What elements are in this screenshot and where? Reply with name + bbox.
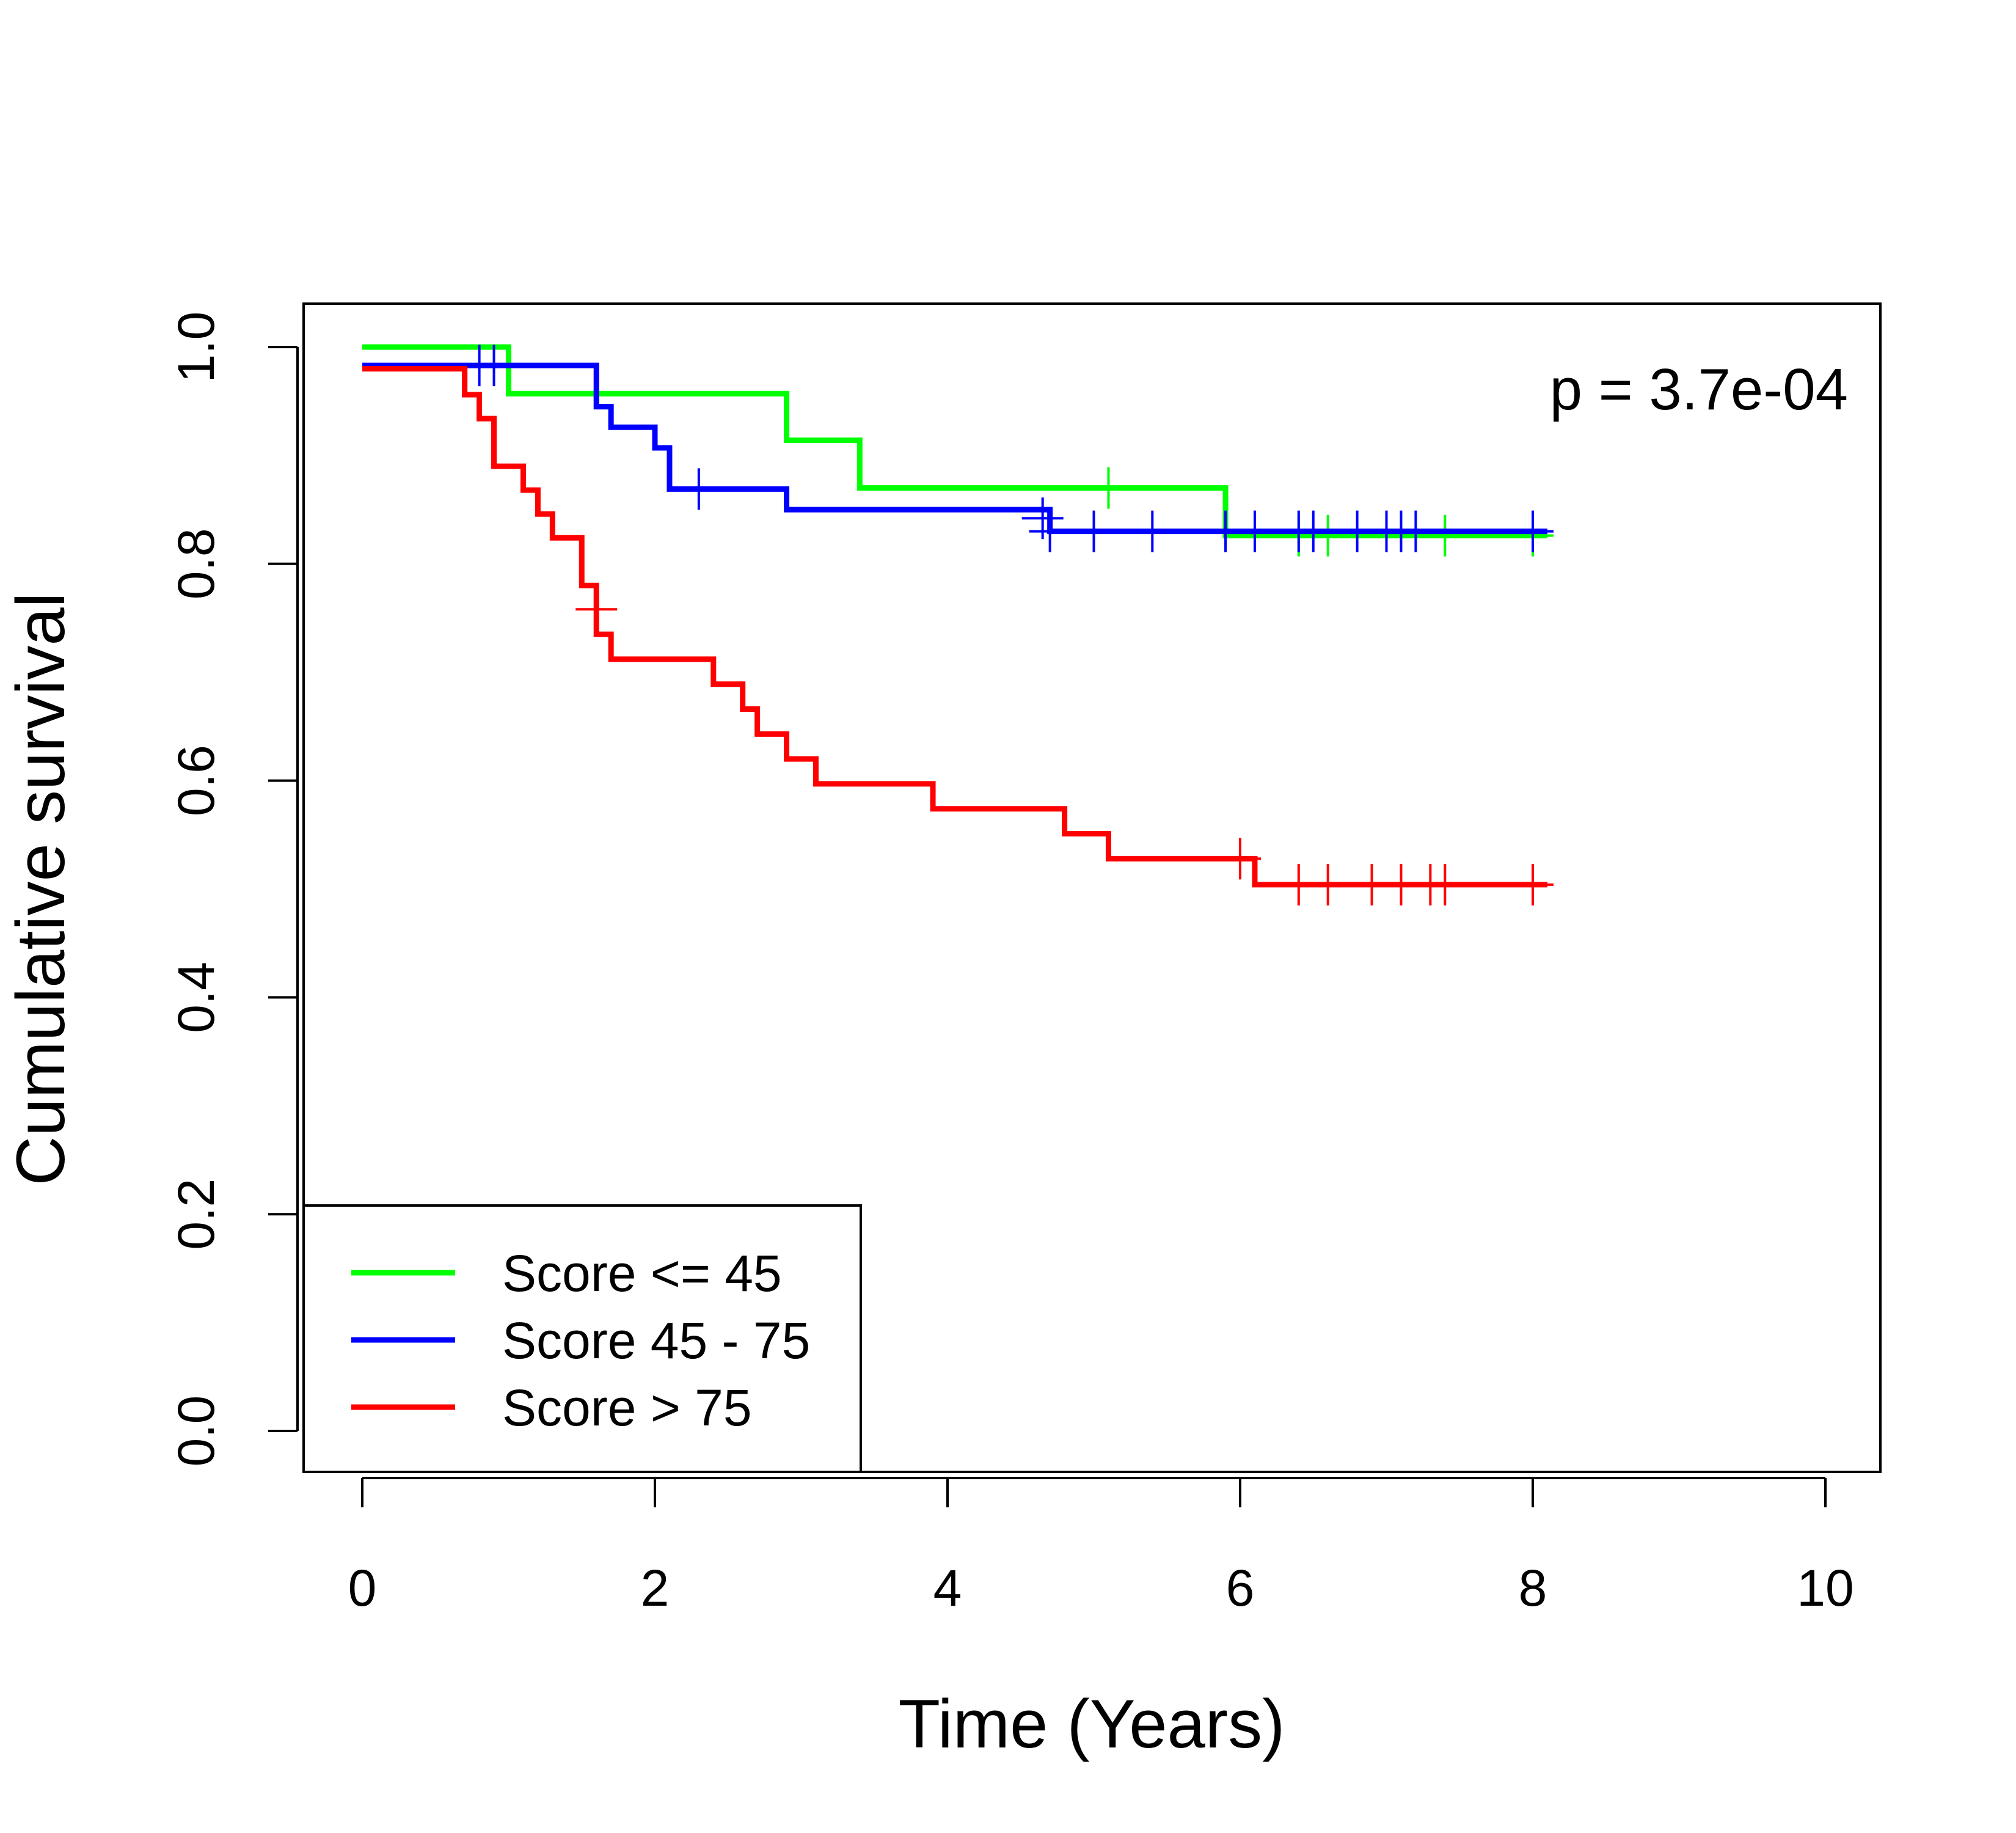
y-tick-label: 0.2 bbox=[167, 1179, 225, 1250]
y-axis-label: Cumulative survival bbox=[2, 593, 79, 1186]
y-tick-label: 1.0 bbox=[167, 312, 225, 383]
legend-label-score-45-75: Score 45 - 75 bbox=[502, 1312, 810, 1369]
y-tick-label: 0.0 bbox=[167, 1396, 225, 1467]
survival-curve bbox=[362, 365, 1547, 888]
series-layer bbox=[362, 344, 1554, 906]
legend-label-score-le-45: Score <= 45 bbox=[502, 1245, 782, 1302]
x-tick-label: 10 bbox=[1797, 1559, 1853, 1617]
x-axis-label: Time (Years) bbox=[899, 1686, 1285, 1762]
series-1 bbox=[362, 345, 1554, 552]
legend: Score <= 45 Score 45 - 75 Score > 75 bbox=[302, 1204, 862, 1473]
p-value-annotation: p = 3.7e-04 bbox=[1550, 357, 1848, 422]
x-tick-label: 6 bbox=[1226, 1559, 1255, 1617]
y-tick-label: 0.4 bbox=[167, 962, 225, 1033]
y-axis: 0.0 0.2 0.4 0.6 0.8 1.0 bbox=[167, 312, 299, 1467]
y-tick-label: 0.8 bbox=[167, 528, 225, 599]
y-tick-label: 0.6 bbox=[167, 745, 225, 816]
x-tick-label: 8 bbox=[1519, 1559, 1547, 1617]
legend-label-score-gt-75: Score > 75 bbox=[502, 1379, 752, 1436]
survival-curve bbox=[362, 362, 1547, 535]
x-axis: 0 2 4 6 8 10 bbox=[348, 1477, 1854, 1617]
x-tick-label: 0 bbox=[348, 1559, 377, 1617]
x-tick-label: 4 bbox=[933, 1559, 962, 1617]
plot-frame bbox=[302, 302, 1882, 1473]
series-2 bbox=[362, 365, 1554, 906]
x-tick-label: 2 bbox=[641, 1559, 670, 1617]
